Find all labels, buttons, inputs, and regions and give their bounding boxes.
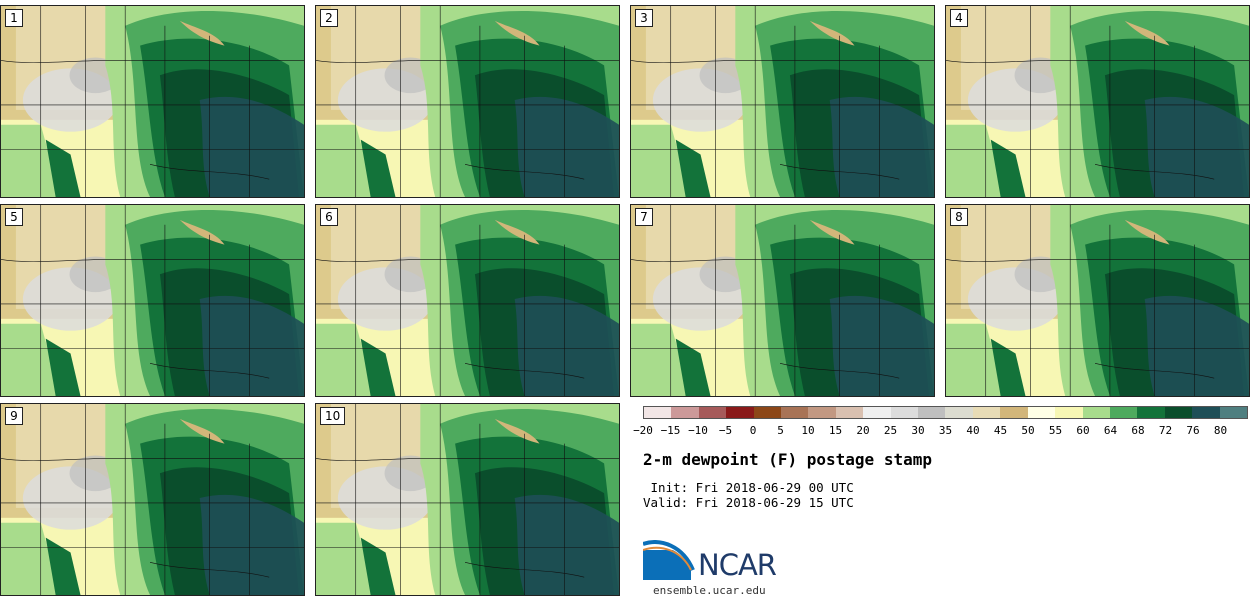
colorbar-tick-label: 80 (1213, 424, 1228, 437)
panel-number: 1 (5, 9, 23, 27)
dewpoint-map (316, 404, 619, 595)
colorbar-tick-label: −5 (718, 424, 733, 437)
map-panel-9[interactable]: 9 (0, 403, 305, 596)
site-url: ensemble.ucar.edu (653, 584, 766, 597)
colorbar-tick-label: 35 (938, 424, 953, 437)
colorbar-segment (753, 407, 782, 418)
colorbar-tick-label: 5 (777, 424, 784, 437)
panel-number: 8 (950, 208, 968, 226)
colorbar-tick-label: 10 (801, 424, 815, 437)
colorbar-tick-label: 72 (1158, 424, 1173, 437)
panel-number: 6 (320, 208, 338, 226)
map-panel-5[interactable]: 5 (0, 204, 305, 397)
map-panel-3[interactable]: 3 (630, 5, 935, 198)
colorbar (643, 406, 1248, 419)
panel-number: 3 (635, 9, 653, 27)
panel-number: 2 (320, 9, 338, 27)
colorbar-tick-label: 40 (966, 424, 980, 437)
colorbar-tick-label: 64 (1103, 424, 1118, 437)
colorbar-tick-label: −10 (688, 424, 708, 437)
colorbar-tick-label: 60 (1076, 424, 1090, 437)
colorbar-tick-label: 50 (1021, 424, 1035, 437)
colorbar-segment (890, 407, 919, 418)
colorbar-segment (1082, 407, 1110, 418)
dewpoint-map (631, 6, 934, 197)
ncar-logo-text: NCAR (698, 548, 777, 582)
colorbar-segment (644, 407, 672, 418)
panel-number: 7 (635, 208, 653, 226)
colorbar-tick-label: 0 (749, 424, 757, 437)
colorbar-segment (698, 407, 727, 418)
colorbar-tick-label: 25 (883, 424, 898, 437)
colorbar-segment (863, 407, 891, 418)
colorbar-segment (808, 407, 836, 418)
colorbar-tick-label: 55 (1048, 424, 1063, 437)
dewpoint-map (1, 404, 304, 595)
colorbar-segment (1164, 407, 1193, 418)
colorbar-segment (1109, 407, 1138, 418)
colorbar-segment (835, 407, 864, 418)
map-panel-1[interactable]: 1 (0, 5, 305, 198)
panel-number: 4 (950, 9, 968, 27)
colorbar-segment (1000, 407, 1028, 418)
colorbar-tick-label: −20 (633, 424, 653, 437)
colorbar-segment (726, 407, 754, 418)
colorbar-segment (1137, 407, 1165, 418)
colorbar-tick-label: 15 (828, 424, 843, 437)
colorbar-tick-labels: −20 −15 −10 −5 0 5 10 15 20 25 30 35 40 45 50 55 60 64 68 7… (633, 424, 1248, 438)
map-panel-2[interactable]: 2 (315, 5, 620, 198)
colorbar-segment (1027, 407, 1056, 418)
colorbar-tick-label: −15 (660, 424, 681, 437)
colorbar-tick-label: 68 (1131, 424, 1145, 437)
dewpoint-map (946, 205, 1249, 396)
colorbar-segment (972, 407, 1001, 418)
dewpoint-map (316, 6, 619, 197)
colorbar-segment (1192, 407, 1220, 418)
colorbar-segment (671, 407, 699, 418)
dewpoint-map (946, 6, 1249, 197)
colorbar-segment (945, 407, 973, 418)
map-panel-8[interactable]: 8 (945, 204, 1250, 397)
colorbar-segment (918, 407, 946, 418)
dewpoint-map (1, 6, 304, 197)
dewpoint-map (1, 205, 304, 396)
colorbar-tick-label: 30 (911, 424, 925, 437)
init-time: Init: Fri 2018-06-29 00 UTC (643, 480, 854, 495)
map-panel-10[interactable]: 10 (315, 403, 620, 596)
colorbar-segment (1219, 407, 1247, 418)
page-title: 2-m dewpoint (F) postage stamp (643, 450, 932, 469)
colorbar-tick-label: 45 (993, 424, 1008, 437)
panel-number: 9 (5, 407, 23, 425)
map-panel-7[interactable]: 7 (630, 204, 935, 397)
dewpoint-map (316, 205, 619, 396)
map-panel-6[interactable]: 6 (315, 204, 620, 397)
colorbar-tick-label: 20 (856, 424, 870, 437)
map-panel-4[interactable]: 4 (945, 5, 1250, 198)
valid-time: Valid: Fri 2018-06-29 15 UTC (643, 495, 854, 510)
dewpoint-map (631, 205, 934, 396)
ncar-logo-icon (643, 540, 695, 580)
colorbar-segment (1055, 407, 1083, 418)
colorbar-tick-label: 76 (1186, 424, 1200, 437)
colorbar-segment (781, 407, 809, 418)
panel-number: 5 (5, 208, 23, 226)
panel-number: 10 (320, 407, 346, 425)
